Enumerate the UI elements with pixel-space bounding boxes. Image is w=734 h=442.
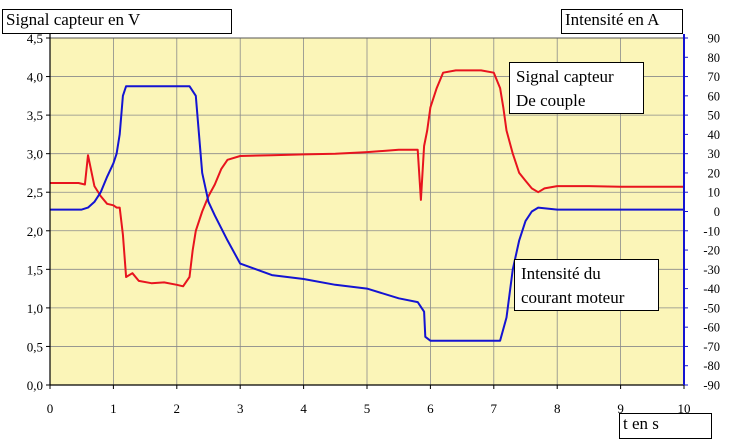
x-tick-label: 6 — [427, 401, 434, 416]
legend-current-line-2: courant moteur — [521, 288, 625, 307]
left-tick-label: 2,5 — [27, 185, 43, 200]
x-tick-label: 2 — [174, 401, 181, 416]
x-tick-label: 9 — [617, 401, 624, 416]
left-tick-label: 0,0 — [27, 378, 43, 393]
x-tick-label: 4 — [300, 401, 307, 416]
left-tick-label: 2,0 — [27, 224, 43, 239]
legend-torque-signal: Signal capteur De couple — [509, 62, 644, 114]
x-axis-title: t en s — [619, 413, 712, 439]
left-tick-label: 4,5 — [27, 31, 43, 46]
legend-torque-line-1: Signal capteur — [516, 67, 614, 86]
right-tick-label: -90 — [703, 379, 720, 393]
right-tick-label: -60 — [703, 321, 720, 335]
series-motor-current-line — [50, 85, 684, 342]
left-tick-label: 0,5 — [27, 339, 43, 354]
legend-motor-current: Intensité du courant moteur — [514, 259, 659, 311]
right-tick-label: 50 — [708, 109, 721, 123]
x-tick-label: 3 — [237, 401, 244, 416]
left-tick-labels: 0,0 0,5 1,0 1,5 2,0 2,5 3,0 3,5 4,0 4,5 — [27, 31, 43, 393]
right-tick-label: 40 — [708, 128, 721, 142]
x-tick-label: 10 — [678, 401, 691, 416]
right-tick-label: -30 — [703, 263, 720, 277]
left-tick-label: 3,5 — [27, 108, 43, 123]
right-tick-label: 20 — [708, 166, 721, 180]
right-tick-label: 70 — [708, 70, 721, 84]
right-tick-labels: -90 -80 -70 -60 -50 -40 -30 -20 -10 0 10 20 30 40 50 60… — [703, 32, 720, 393]
left-tick-label: 1,5 — [27, 262, 43, 277]
left-tick-label: 4,0 — [27, 70, 43, 85]
x-tick-label: 1 — [110, 401, 117, 416]
axes-layer — [46, 34, 688, 389]
right-tick-label: -50 — [703, 301, 720, 315]
right-tick-label: -20 — [703, 244, 720, 258]
x-tick-label: 8 — [554, 401, 561, 416]
x-tick-label: 5 — [364, 401, 371, 416]
right-tick-label: -70 — [703, 340, 720, 354]
x-tick-label: 0 — [47, 401, 54, 416]
left-tick-label: 3,0 — [27, 147, 43, 162]
right-tick-label: 10 — [708, 186, 721, 200]
series-layer — [50, 69, 684, 342]
right-tick-label: -10 — [703, 224, 720, 238]
series-torque-signal-line — [50, 69, 684, 288]
x-tick-labels: 0 1 2 3 4 5 6 7 8 9 10 — [47, 401, 691, 416]
right-tick-label: 60 — [708, 89, 721, 103]
legend-torque-line-2: De couple — [516, 91, 586, 110]
x-tick-label: 7 — [491, 401, 498, 416]
left-axis-title: Signal capteur en V — [2, 9, 232, 34]
right-tick-label: -40 — [703, 282, 720, 296]
left-tick-label: 1,0 — [27, 301, 43, 316]
right-tick-label: 80 — [708, 51, 721, 65]
right-axis-title: Intensité en A — [561, 9, 683, 34]
right-tick-label: -80 — [703, 359, 720, 373]
right-tick-label: 30 — [708, 147, 721, 161]
legend-current-line-1: Intensité du — [521, 264, 601, 283]
right-tick-label: 90 — [708, 32, 721, 46]
right-tick-label: 0 — [714, 205, 720, 219]
